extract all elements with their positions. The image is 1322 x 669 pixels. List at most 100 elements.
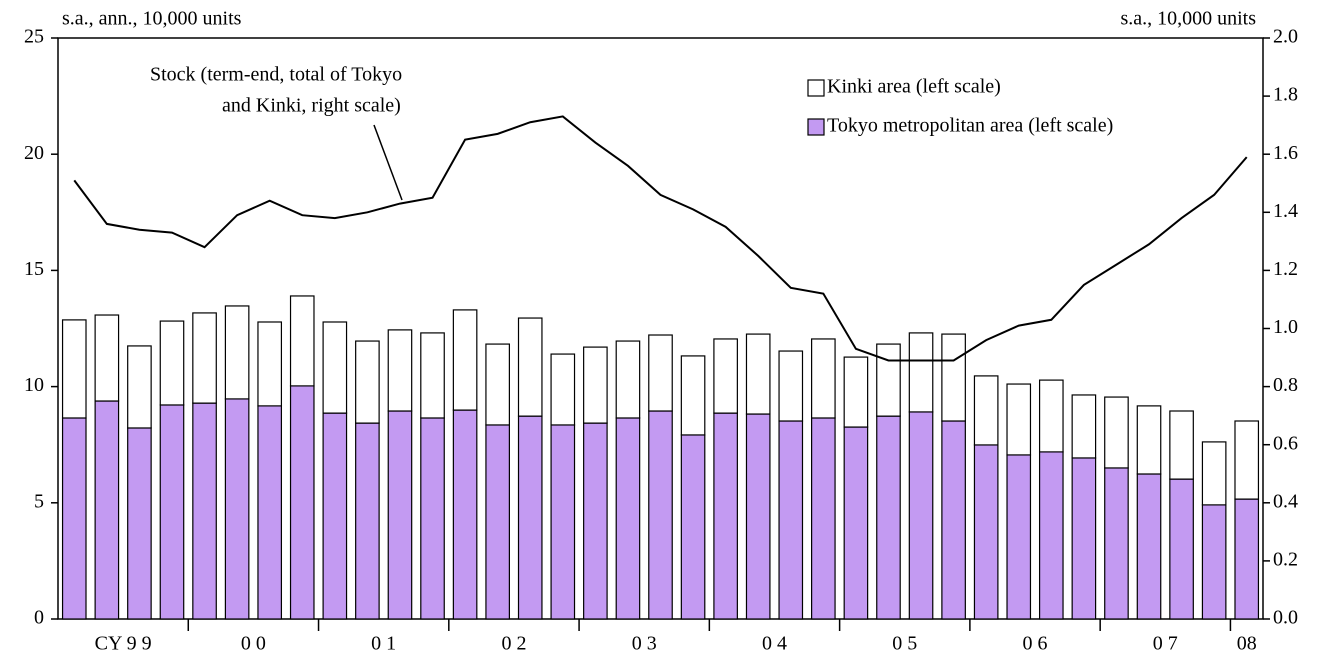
bar [1104,467,1129,620]
y-tick-label: 20 [24,142,44,164]
y2-tick-label: 0.4 [1273,490,1298,512]
bar [843,356,869,428]
y2-tick-label: 0.8 [1273,374,1298,396]
x-tick-label: 0 2 [501,633,526,655]
bar [876,343,901,417]
bar [1104,396,1129,469]
bar [420,332,445,419]
bar [973,375,999,446]
bar [322,412,348,620]
y2-tick-label: 0.6 [1273,432,1298,454]
bar [1136,405,1162,475]
y-tick-label: 5 [34,490,44,512]
bar [1038,379,1064,453]
bar [127,427,152,620]
annotation: and Kinki, right scale) [222,95,401,117]
y2-tick-label: 1.0 [1273,316,1298,338]
bar [224,305,250,400]
bar [1071,394,1097,459]
legend-label: Kinki area (left scale) [827,76,1001,98]
bar [94,314,120,402]
bar [1234,498,1260,620]
annotation-pointer [373,124,403,201]
bar [615,417,641,620]
bar [908,411,934,620]
bar [1201,441,1227,506]
bar [941,420,966,620]
bar [1071,457,1097,620]
bar [192,312,217,404]
y2-tick-label: 1.2 [1273,258,1298,280]
bar [322,321,348,414]
bar [1006,383,1032,456]
bar [648,334,673,412]
y2-tick-label: 1.6 [1273,142,1298,164]
x-tick-label: 08 [1237,633,1257,655]
bar [387,329,413,412]
bar [192,402,217,620]
bar [257,405,283,620]
bar [224,398,250,620]
bar [159,320,185,406]
x-tick-label: CY 9 9 [95,633,152,655]
y2-axis-label: s.a., 10,000 units [1120,8,1256,30]
y2-tick-label: 0.2 [1273,548,1298,570]
bar [452,409,478,620]
x-tick-label: 0 1 [371,633,396,655]
bar [550,353,576,426]
bar [61,319,87,419]
x-tick-label: 0 0 [241,633,266,655]
bar [1169,478,1194,620]
y-tick-label: 0 [34,607,44,629]
y2-tick-label: 0.0 [1273,607,1298,629]
bar [1006,454,1032,620]
bar [159,404,185,620]
bar [1136,473,1162,620]
legend-label: Tokyo metropolitan area (left scale) [827,115,1113,137]
x-tick-label: 0 3 [632,633,657,655]
bar [941,333,966,422]
bar [1234,420,1260,500]
bar [1038,451,1064,620]
bar [257,321,283,407]
bar [811,338,836,419]
y-tick-label: 15 [24,258,44,280]
bar [908,332,934,413]
bar [1201,504,1227,620]
bar [289,385,315,620]
x-tick-label: 0 5 [892,633,917,655]
y-axis-label: s.a., ann., 10,000 units [62,8,242,30]
bar [680,434,706,620]
bar [61,417,87,620]
bar [485,343,510,426]
bar [355,422,380,620]
bar [485,424,510,620]
bar [713,338,738,414]
stock-line [73,115,1248,362]
bar [583,346,608,424]
y2-tick-label: 1.4 [1273,200,1298,222]
bar [1169,410,1194,480]
bar [876,415,901,620]
bar [615,340,641,419]
legend-swatch [807,118,825,136]
bar [420,417,445,620]
bar [745,413,771,620]
y2-tick-label: 2.0 [1273,26,1298,48]
bar [387,410,413,620]
bar [94,400,120,620]
annotation: Stock (term-end, total of Tokyo [150,64,402,86]
x-tick-label: 0 6 [1023,633,1048,655]
legend-swatch [807,79,825,97]
bar [778,420,804,620]
bar [583,422,608,620]
bar [289,295,315,387]
x-tick-label: 0 7 [1153,633,1178,655]
bar [550,424,576,620]
bar [843,426,869,620]
y-tick-label: 10 [24,374,44,396]
bar [713,412,738,620]
bar [452,309,478,411]
bar [127,345,152,429]
